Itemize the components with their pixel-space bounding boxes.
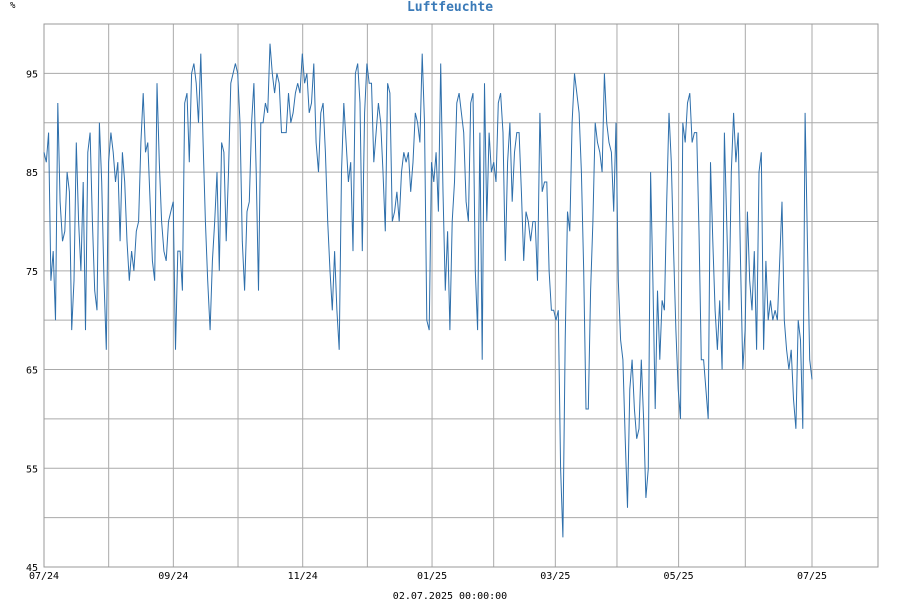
x-tick-label: 07/24 [29, 571, 59, 582]
x-tick-label: 09/24 [158, 571, 188, 582]
humidity-series-line [43, 43, 813, 538]
x-tick-label: 01/25 [417, 571, 447, 582]
x-tick-label: 11/24 [288, 571, 318, 582]
chart-title: Luftfeuchte [407, 0, 493, 15]
x-tick-label: 05/25 [664, 571, 694, 582]
y-tick-label: 95 [26, 69, 38, 80]
y-tick-label: 75 [26, 267, 38, 278]
y-tick-label: 55 [26, 464, 38, 475]
x-tick-labels: 07/24 09/24 11/24 01/25 03/25 05/25 07/25 [29, 571, 827, 582]
y-tick-label: 85 [26, 168, 38, 179]
x-tick-label: 03/25 [540, 571, 570, 582]
y-tick-label: 65 [26, 366, 38, 377]
timestamp-label: 02.07.2025 00:00:00 [393, 591, 507, 600]
y-tick-label: 45 [26, 563, 38, 574]
x-tick-label: 07/25 [797, 571, 827, 582]
plot-frame [43, 23, 879, 568]
y-axis-unit: % [10, 1, 16, 11]
y-tick-labels: 45 55 65 75 85 95 [26, 69, 38, 574]
